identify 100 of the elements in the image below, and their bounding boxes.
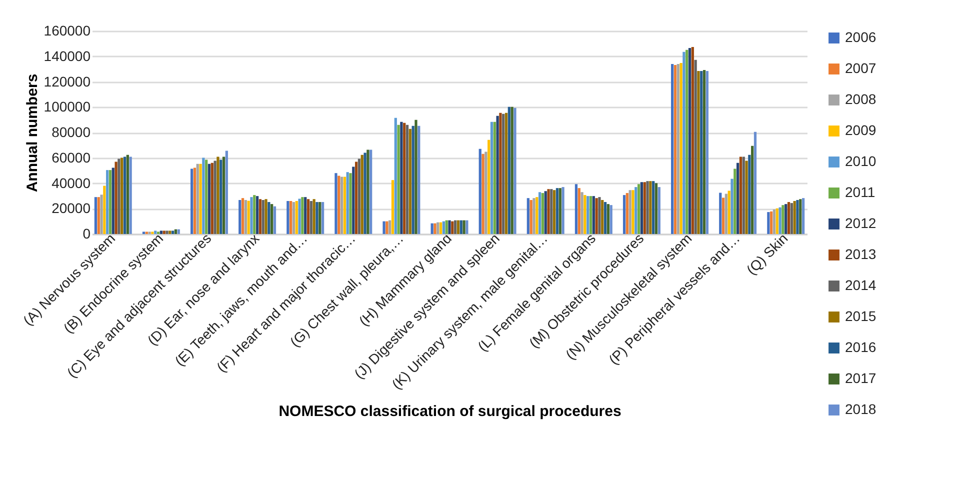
bar [734, 168, 736, 234]
bar [784, 204, 788, 234]
bar [556, 188, 559, 234]
bar [364, 152, 366, 234]
bar [578, 188, 580, 234]
bar [541, 193, 544, 234]
bar [247, 200, 250, 234]
bar [730, 178, 734, 234]
bar [290, 201, 292, 234]
bar [724, 194, 728, 234]
bar [739, 156, 742, 234]
bar [256, 196, 259, 234]
bar [193, 168, 196, 234]
bar [553, 190, 556, 234]
bar [682, 52, 686, 234]
bar [268, 202, 270, 234]
bar [601, 200, 604, 234]
bar [168, 230, 172, 234]
bar [680, 62, 682, 234]
bar [358, 158, 361, 234]
bar [220, 160, 222, 234]
legend-label: 2016 [845, 339, 876, 355]
bar [166, 230, 168, 234]
bar [250, 197, 253, 234]
bar [397, 124, 400, 234]
bar [208, 164, 211, 234]
bar [436, 222, 440, 234]
bar [264, 199, 268, 234]
y-tick-label: 60000 [52, 149, 91, 166]
bar [360, 154, 364, 234]
bar [547, 189, 550, 234]
bar [700, 70, 703, 234]
bar [793, 201, 796, 234]
bar [686, 50, 688, 234]
bar [754, 132, 757, 234]
bar [430, 223, 434, 234]
legend-label: 2011 [845, 184, 876, 200]
bar [722, 198, 725, 234]
legend-label: 2010 [845, 153, 876, 169]
bar [697, 70, 700, 234]
y-tick-label: 40000 [52, 174, 91, 191]
bar [382, 221, 386, 234]
bar [244, 200, 247, 234]
bar [637, 184, 640, 234]
bar [120, 158, 124, 234]
bar [658, 187, 660, 234]
bar [403, 122, 406, 234]
bar [508, 106, 510, 234]
bar [400, 122, 403, 234]
bar [538, 192, 542, 234]
bar [160, 230, 162, 234]
bar [94, 197, 98, 234]
bar [676, 64, 680, 234]
bar [490, 122, 494, 234]
bar [114, 162, 118, 234]
bar [691, 46, 694, 234]
bar [394, 118, 397, 234]
bar [454, 220, 457, 234]
bar [174, 229, 178, 234]
bar [238, 200, 242, 234]
bar [606, 204, 610, 234]
bar [610, 205, 612, 234]
y-tick-label: 160000 [44, 22, 91, 38]
bar [782, 205, 784, 234]
legend-label: 2012 [845, 215, 876, 231]
bar [622, 195, 626, 234]
bar [100, 194, 103, 234]
bar [654, 183, 658, 234]
bar [262, 200, 264, 234]
bar [108, 170, 112, 234]
bar [802, 198, 805, 234]
bar [154, 230, 157, 234]
bar [674, 65, 677, 234]
bar [253, 195, 256, 234]
bar [205, 160, 208, 234]
bar [306, 199, 310, 234]
bar [790, 203, 793, 234]
bar [706, 70, 708, 234]
bar [526, 198, 530, 234]
y-tick-label: 100000 [44, 98, 91, 115]
bar [318, 202, 322, 234]
bar [496, 116, 499, 234]
bar [586, 196, 590, 234]
bar [558, 188, 562, 234]
bar [177, 229, 180, 234]
bar [482, 154, 484, 234]
bar [770, 211, 773, 234]
bar [190, 168, 194, 234]
bar [514, 108, 516, 234]
bar [354, 162, 358, 234]
bar [118, 158, 120, 234]
bar [580, 192, 584, 234]
bar [391, 180, 394, 234]
bar [751, 146, 754, 234]
bar [295, 201, 298, 234]
bar [702, 70, 706, 234]
bar [799, 199, 802, 234]
bar [562, 187, 564, 234]
bar [448, 220, 451, 234]
bar [796, 200, 799, 234]
